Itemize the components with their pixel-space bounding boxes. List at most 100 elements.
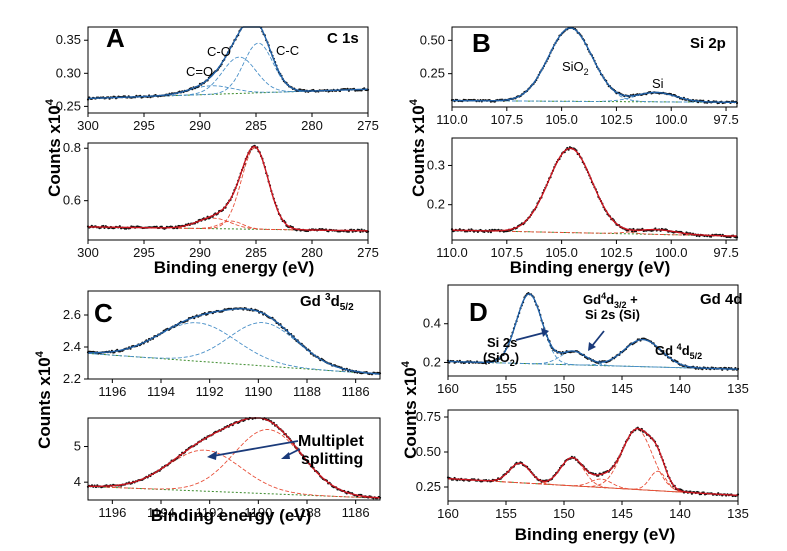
y-tick-label: 2.4 <box>63 339 81 354</box>
plot-C-bottom: 1196 1194 1192 1190 1188 1186 4 5 <box>74 416 382 520</box>
x-tick-label: 102.5 <box>600 245 633 260</box>
x-tick-label: 150 <box>553 506 575 521</box>
x-tick-label: 1190 <box>244 384 272 399</box>
ann-c-o: C-O <box>207 44 231 59</box>
plot-C-top: 1196 1194 1192 1190 1188 1186 2.2 2.4 2.6 <box>63 290 382 399</box>
gd4d32-arrow <box>591 330 605 347</box>
x-tick-label: 105.0 <box>545 112 578 127</box>
plot-frame <box>447 284 739 377</box>
ann-si: Si <box>652 76 664 91</box>
ann-c-o-double: C=O <box>186 64 213 79</box>
title-gd3d: Gd 3d5/2 <box>300 292 354 313</box>
x-tick-label: 1188 <box>293 505 321 520</box>
multiplet-arrows <box>207 440 301 460</box>
background-line <box>452 229 737 237</box>
si2s-arrow <box>515 332 544 341</box>
panel-letter-b: B <box>472 28 491 58</box>
ylabel-a: Counts x104 <box>44 98 64 197</box>
x-tick-label: 100.0 <box>655 245 688 260</box>
y-tick-label: 0.50 <box>416 444 441 459</box>
y-tick-label: 0.2 <box>427 197 445 212</box>
x-tick-label: 275 <box>357 118 379 133</box>
y-tick-label: 0.35 <box>56 32 81 47</box>
y-tick-label: 0.3 <box>427 157 445 172</box>
y-tick-label: 2.2 <box>63 371 81 386</box>
y-tick-label: 0.25 <box>420 66 445 81</box>
multiplet-arrowhead-right <box>281 452 290 459</box>
plot-frame <box>87 142 369 241</box>
xlabel-b: Binding energy (eV) <box>510 258 671 277</box>
y-tick-label: 4 <box>74 474 81 489</box>
x-tick-label: 295 <box>133 118 155 133</box>
ann-si2s: Si 2s <box>487 335 517 350</box>
plot-A-bottom: 300 295 290 285 280 275 0.6 0.8 <box>63 140 379 260</box>
component-peak-2 <box>88 56 368 99</box>
x-tick-label: 290 <box>189 118 211 133</box>
x-tick-label: 1192 <box>196 384 224 399</box>
fit-envelope <box>452 27 737 103</box>
x-tick-label: 140 <box>669 381 691 396</box>
ylabel-c: Counts x104 <box>34 350 54 449</box>
x-tick-label: 145 <box>611 506 633 521</box>
x-tick-label: 1194 <box>147 384 175 399</box>
x-tick-label: 135 <box>727 506 749 521</box>
multiplet-arrow-left <box>212 440 299 457</box>
x-tick-label: 1188 <box>293 384 321 399</box>
component-peak-2 <box>88 429 381 499</box>
x-tick-label: 300 <box>77 118 99 133</box>
component-peak-3 <box>88 147 368 232</box>
panel-letter-d: D <box>469 297 488 327</box>
y-tick-label: 0.25 <box>56 98 81 113</box>
x-tick-label: 100.0 <box>655 112 688 127</box>
plot-D-bottom: 160 155 150 145 140 135 0.25 0.50 0.75 <box>416 409 749 521</box>
plot-frame <box>451 26 738 108</box>
x-tick-label: 290 <box>189 245 211 260</box>
multiplet-arrowhead-left <box>207 451 217 460</box>
x-tick-label: 105.0 <box>545 245 578 260</box>
x-tick-label: 135 <box>727 381 749 396</box>
x-tick-label: 155 <box>495 381 517 396</box>
x-tick-label: 110.0 <box>436 245 468 260</box>
x-tick-label: 1192 <box>196 505 224 520</box>
gd4d32-arrowhead <box>588 342 596 351</box>
title-c1s: C 1s <box>327 30 359 47</box>
xlabel-c: Binding energy (eV) <box>151 506 312 525</box>
x-tick-label: 102.5 <box>600 112 633 127</box>
ann-splitting: splitting <box>301 451 363 468</box>
x-tick-label: 1190 <box>244 505 272 520</box>
ann-gd4d52: Gd 4d5/2 <box>655 342 702 361</box>
x-tick-label: 150 <box>553 381 575 396</box>
x-tick-label: 1186 <box>342 384 370 399</box>
y-tick-label: 0.75 <box>416 409 441 424</box>
ann-sio2-d: (SiO2) <box>483 350 519 368</box>
plot-D-top: 160 155 150 145 140 135 0.2 0.4 <box>423 284 749 396</box>
ann-sio2: SiO2 <box>562 59 589 77</box>
x-tick-label: 155 <box>495 506 517 521</box>
y-tick-label: 2.6 <box>63 307 81 322</box>
plot-frame <box>87 26 369 114</box>
x-tick-label: 160 <box>437 381 459 396</box>
fit-envelope <box>88 145 368 232</box>
plot-frame <box>87 290 381 380</box>
x-tick-label: 285 <box>245 118 267 133</box>
y-tick-label: 0.2 <box>423 354 441 369</box>
y-tick-label: 0.30 <box>56 65 81 80</box>
component-peak-1 <box>452 147 737 237</box>
component-peak-1 <box>447 462 739 496</box>
x-tick-label: 140 <box>669 506 691 521</box>
fit-envelope <box>447 427 739 497</box>
plot-A-top: 300 295 290 285 280 275 0.25 0.30 0.35 <box>56 26 379 133</box>
title-gd4d: Gd 4d <box>700 291 743 308</box>
x-tick-label: 110.0 <box>436 112 468 127</box>
plot-frame <box>87 417 381 501</box>
x-tick-label: 300 <box>77 245 99 260</box>
y-tick-label: 5 <box>74 439 81 454</box>
si2s-arrowhead <box>541 328 549 337</box>
x-tick-label: 1196 <box>98 384 126 399</box>
x-tick-label: 160 <box>437 506 459 521</box>
x-tick-label: 145 <box>611 381 633 396</box>
xlabel-d: Binding energy (eV) <box>515 525 676 544</box>
plot-B-bottom: 110.0 107.5 105.0 102.5 100.0 97.5 0.2 0.3 <box>427 137 739 260</box>
